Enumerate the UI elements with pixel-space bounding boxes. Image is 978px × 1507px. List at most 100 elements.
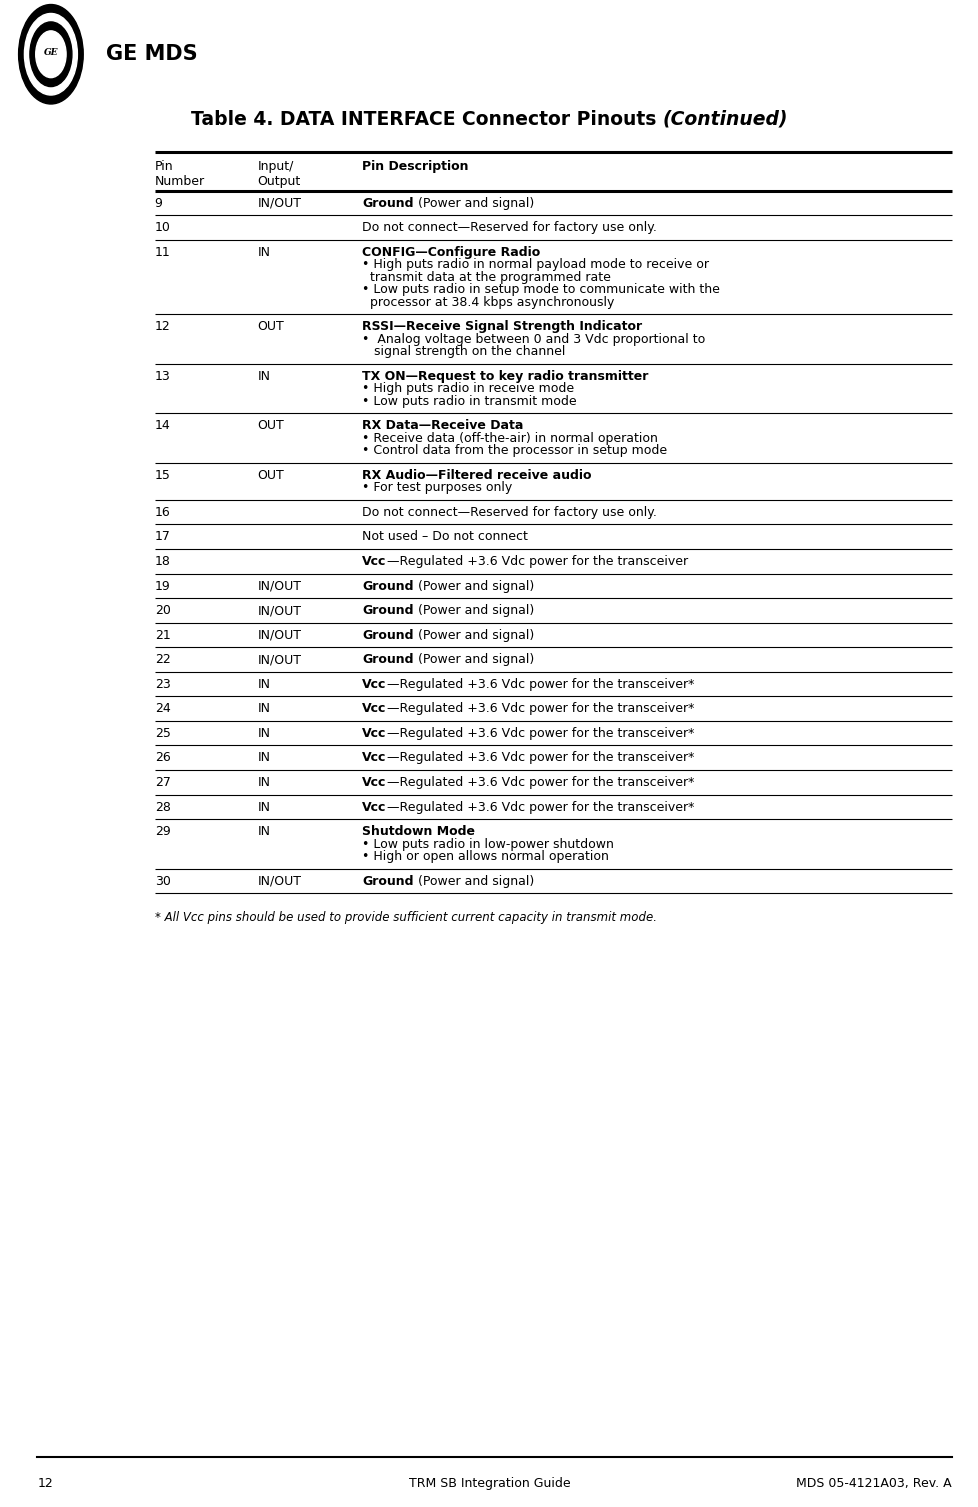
Text: —Regulated +3.6 Vdc power for the transceiver*: —Regulated +3.6 Vdc power for the transc… [386, 752, 693, 764]
Text: 12: 12 [37, 1477, 53, 1490]
Text: 9: 9 [155, 196, 162, 209]
Text: Do not connect—Reserved for factory use only.: Do not connect—Reserved for factory use … [362, 222, 656, 234]
Text: Vcc: Vcc [362, 752, 386, 764]
Text: 19: 19 [155, 580, 170, 592]
Text: —Regulated +3.6 Vdc power for the transceiver*: —Regulated +3.6 Vdc power for the transc… [386, 702, 693, 716]
Text: IN: IN [257, 246, 270, 259]
Text: IN/OUT: IN/OUT [257, 653, 301, 666]
Text: * All Vcc pins should be used to provide sufficient current capacity in transmit: * All Vcc pins should be used to provide… [155, 912, 656, 924]
Text: Ground: Ground [362, 653, 414, 666]
Text: Ground: Ground [362, 874, 414, 888]
Text: TRM SB Integration Guide: TRM SB Integration Guide [408, 1477, 570, 1490]
Text: 15: 15 [155, 469, 170, 482]
Text: 11: 11 [155, 246, 170, 259]
Text: IN: IN [257, 800, 270, 814]
Text: (Power and signal): (Power and signal) [414, 653, 533, 666]
Circle shape [35, 30, 67, 78]
Text: IN: IN [257, 726, 270, 740]
Text: 25: 25 [155, 726, 170, 740]
Text: • Low puts radio in setup mode to communicate with the: • Low puts radio in setup mode to commun… [362, 283, 720, 297]
Text: (Power and signal): (Power and signal) [414, 196, 533, 209]
Text: • High or open allows normal operation: • High or open allows normal operation [362, 850, 608, 864]
Text: IN/OUT: IN/OUT [257, 874, 301, 888]
Text: —Regulated +3.6 Vdc power for the transceiver*: —Regulated +3.6 Vdc power for the transc… [386, 726, 693, 740]
Text: CONFIG—Configure Radio: CONFIG—Configure Radio [362, 246, 540, 259]
Circle shape [30, 23, 71, 86]
Text: IN: IN [257, 826, 270, 838]
Text: 21: 21 [155, 628, 170, 642]
Text: (Power and signal): (Power and signal) [414, 628, 533, 642]
Text: GE: GE [44, 48, 58, 57]
Circle shape [19, 5, 83, 104]
Text: Vcc: Vcc [362, 702, 386, 716]
Text: TX ON—Request to key radio transmitter: TX ON—Request to key radio transmitter [362, 369, 648, 383]
Text: • Low puts radio in low-power shutdown: • Low puts radio in low-power shutdown [362, 838, 613, 850]
Text: RX Data—Receive Data: RX Data—Receive Data [362, 419, 523, 433]
Text: Ground: Ground [362, 580, 414, 592]
Text: 12: 12 [155, 319, 170, 333]
Text: RX Audio—Filtered receive audio: RX Audio—Filtered receive audio [362, 469, 591, 482]
Text: (Continued): (Continued) [662, 110, 787, 128]
Text: 28: 28 [155, 800, 170, 814]
Text: OUT: OUT [257, 419, 284, 433]
Text: 22: 22 [155, 653, 170, 666]
Text: —Regulated +3.6 Vdc power for the transceiver: —Regulated +3.6 Vdc power for the transc… [386, 555, 687, 568]
Text: 18: 18 [155, 555, 170, 568]
Text: Pin Description: Pin Description [362, 160, 468, 173]
Text: 10: 10 [155, 222, 170, 234]
Text: —Regulated +3.6 Vdc power for the transceiver*: —Regulated +3.6 Vdc power for the transc… [386, 776, 693, 790]
Text: GE MDS: GE MDS [106, 44, 198, 65]
Text: 17: 17 [155, 530, 170, 544]
Text: 23: 23 [155, 678, 170, 690]
Text: Ground: Ground [362, 628, 414, 642]
Text: Pin
Number: Pin Number [155, 160, 204, 188]
Text: Ground: Ground [362, 604, 414, 618]
Text: Ground: Ground [362, 196, 414, 209]
Text: IN: IN [257, 702, 270, 716]
Text: Input/
Output: Input/ Output [257, 160, 300, 188]
Text: —Regulated +3.6 Vdc power for the transceiver*: —Regulated +3.6 Vdc power for the transc… [386, 678, 693, 690]
Text: (Power and signal): (Power and signal) [414, 874, 533, 888]
Text: 29: 29 [155, 826, 170, 838]
Text: signal strength on the channel: signal strength on the channel [362, 345, 565, 359]
Text: Vcc: Vcc [362, 726, 386, 740]
Text: 27: 27 [155, 776, 170, 790]
Text: 16: 16 [155, 506, 170, 518]
Text: RSSI—Receive Signal Strength Indicator: RSSI—Receive Signal Strength Indicator [362, 319, 642, 333]
Text: MDS 05-4121A03, Rev. A: MDS 05-4121A03, Rev. A [795, 1477, 951, 1490]
Text: IN: IN [257, 678, 270, 690]
Text: Vcc: Vcc [362, 800, 386, 814]
Text: • High puts radio in receive mode: • High puts radio in receive mode [362, 383, 574, 395]
Text: IN/OUT: IN/OUT [257, 196, 301, 209]
Text: IN: IN [257, 369, 270, 383]
Text: • Low puts radio in transmit mode: • Low puts radio in transmit mode [362, 395, 576, 408]
Text: IN: IN [257, 776, 270, 790]
Text: IN: IN [257, 752, 270, 764]
Text: IN/OUT: IN/OUT [257, 628, 301, 642]
Text: processor at 38.4 kbps asynchronously: processor at 38.4 kbps asynchronously [362, 295, 614, 309]
Text: (Power and signal): (Power and signal) [414, 580, 533, 592]
Text: Table 4. DATA INTERFACE Connector Pinouts: Table 4. DATA INTERFACE Connector Pinout… [191, 110, 662, 128]
Text: • Control data from the processor in setup mode: • Control data from the processor in set… [362, 445, 667, 457]
Text: 14: 14 [155, 419, 170, 433]
Text: 24: 24 [155, 702, 170, 716]
Text: Shutdown Mode: Shutdown Mode [362, 826, 474, 838]
Text: • High puts radio in normal payload mode to receive or: • High puts radio in normal payload mode… [362, 258, 708, 271]
Text: (Power and signal): (Power and signal) [414, 604, 533, 618]
Text: 26: 26 [155, 752, 170, 764]
Text: IN/OUT: IN/OUT [257, 604, 301, 618]
Text: • For test purposes only: • For test purposes only [362, 481, 511, 494]
Text: IN/OUT: IN/OUT [257, 580, 301, 592]
Text: •  Analog voltage between 0 and 3 Vdc proportional to: • Analog voltage between 0 and 3 Vdc pro… [362, 333, 705, 345]
Text: Vcc: Vcc [362, 678, 386, 690]
Text: Vcc: Vcc [362, 776, 386, 790]
Text: OUT: OUT [257, 319, 284, 333]
Text: —Regulated +3.6 Vdc power for the transceiver*: —Regulated +3.6 Vdc power for the transc… [386, 800, 693, 814]
Text: • Receive data (off-the-air) in normal operation: • Receive data (off-the-air) in normal o… [362, 433, 657, 445]
Text: OUT: OUT [257, 469, 284, 482]
Text: 30: 30 [155, 874, 170, 888]
Text: 20: 20 [155, 604, 170, 618]
Text: Do not connect—Reserved for factory use only.: Do not connect—Reserved for factory use … [362, 506, 656, 518]
Text: transmit data at the programmed rate: transmit data at the programmed rate [362, 271, 610, 283]
Circle shape [24, 14, 77, 95]
